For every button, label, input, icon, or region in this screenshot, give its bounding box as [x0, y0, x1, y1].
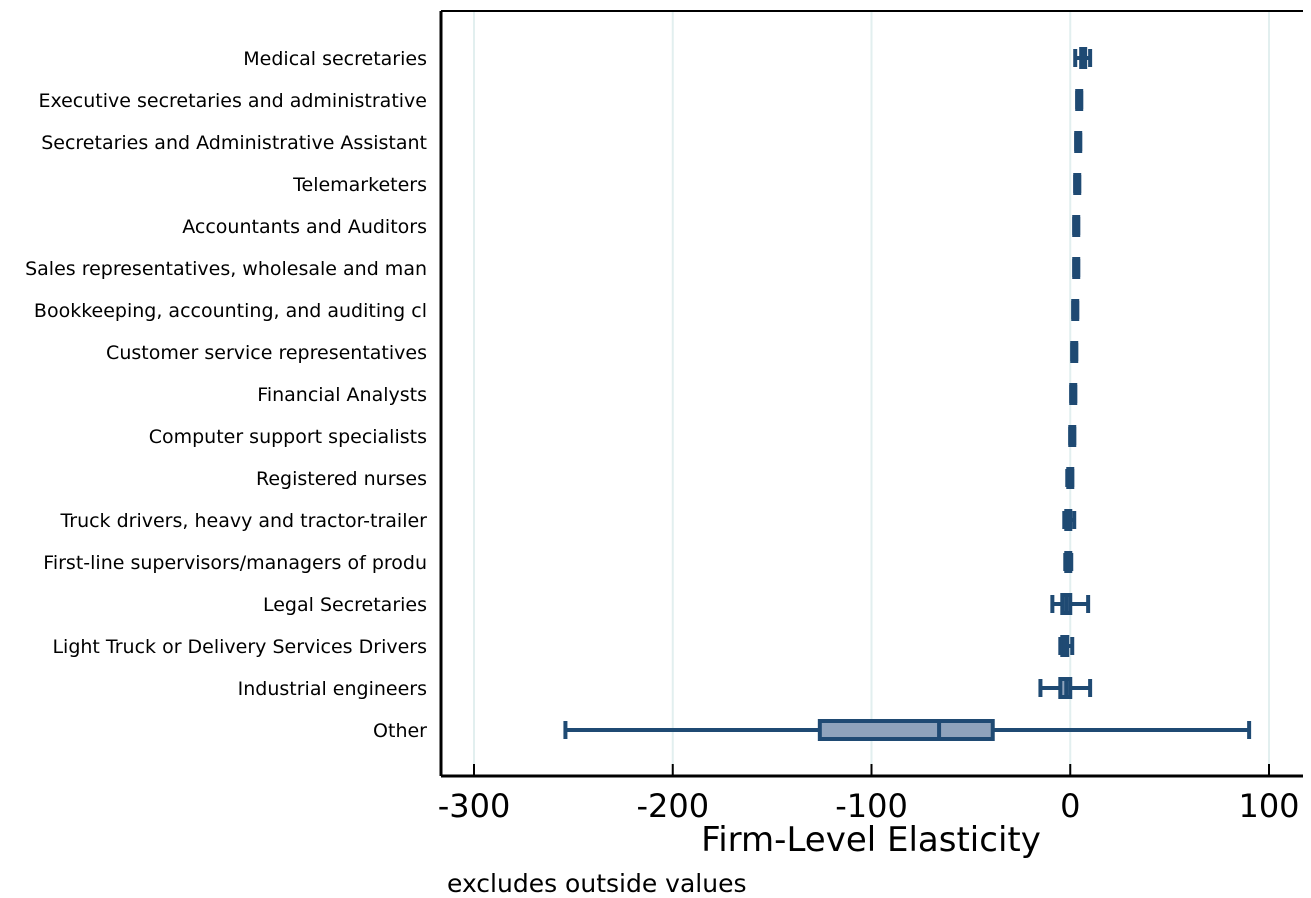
category-label: Computer support specialists [149, 426, 427, 448]
box-plot-item [1075, 89, 1084, 111]
box-plot-item [1073, 173, 1082, 195]
box-plot-item [1073, 47, 1093, 69]
x-tick-label: 0 [1060, 787, 1080, 825]
x-axis: -300 -200 -100 0 100 [438, 10, 1303, 825]
category-labels: Medical secretaries Executive secretaries… [25, 48, 427, 742]
box-plot-item [1074, 131, 1083, 153]
box-plot-item [1062, 509, 1077, 531]
grid-lines [473, 11, 1270, 776]
box-plot-item [563, 719, 1252, 741]
category-label: Bookkeeping, accounting, and auditing cl [34, 300, 427, 322]
category-label: Executive secretaries and administrative [38, 90, 427, 112]
category-label: First-line supervisors/managers of produ [43, 552, 427, 574]
category-label: Other [373, 720, 427, 742]
category-label: Truck drivers, heavy and tractor-trailer [59, 510, 427, 532]
category-label: Light Truck or Delivery Services Drivers [52, 636, 427, 658]
x-tick-label: 100 [1238, 787, 1299, 825]
box-plot-item [1071, 299, 1080, 321]
category-label: Registered nurses [256, 468, 427, 490]
box-plot-item [1072, 215, 1081, 237]
box-plot-item [1069, 383, 1078, 405]
category-label: Sales representatives, wholesale and man [25, 258, 427, 280]
category-label: Industrial engineers [238, 678, 427, 700]
box-plot-item [1058, 635, 1075, 657]
chart-note: excludes outside values [447, 869, 746, 898]
category-label: Customer service representatives [106, 342, 427, 364]
category-label: Accountants and Auditors [182, 216, 427, 238]
x-tick-label: -300 [438, 787, 511, 825]
x-axis-title: Firm-Level Elasticity [701, 820, 1041, 860]
box-plot-item [1072, 257, 1081, 279]
category-label: Medical secretaries [243, 48, 427, 70]
x-tick-label: -200 [636, 787, 709, 825]
box-plot-item [1068, 425, 1077, 447]
box-plot-item [1038, 677, 1093, 699]
x-tick-label: -100 [835, 787, 908, 825]
box-plot-item [1063, 551, 1074, 573]
box-series [563, 47, 1252, 741]
category-label: Financial Analysts [257, 384, 427, 406]
box-plot-item [1065, 467, 1075, 489]
box-plot-item [1050, 593, 1091, 615]
category-label: Legal Secretaries [263, 594, 427, 616]
box-iqr [817, 719, 995, 741]
category-label: Secretaries and Administrative Assistant [41, 132, 427, 154]
category-label: Telemarketers [292, 174, 427, 196]
box-plot-item [1070, 341, 1079, 363]
